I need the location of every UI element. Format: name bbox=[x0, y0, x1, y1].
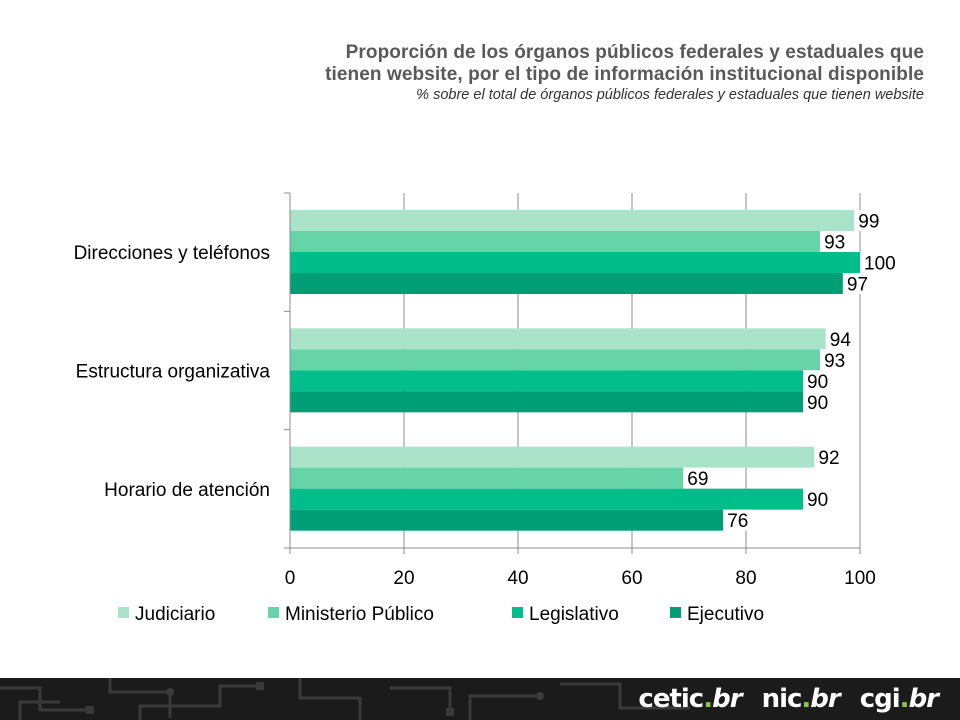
legend-swatch bbox=[268, 607, 279, 618]
legend-label: Legislativo bbox=[529, 604, 619, 625]
data-label: 90 bbox=[807, 490, 828, 511]
data-label-background bbox=[683, 467, 713, 489]
data-label-background bbox=[842, 273, 873, 294]
bar bbox=[290, 231, 821, 252]
bar bbox=[290, 446, 815, 468]
data-label-background bbox=[860, 252, 900, 273]
data-label-background bbox=[723, 509, 753, 531]
legend-swatch bbox=[670, 607, 681, 618]
data-label-background bbox=[820, 349, 850, 371]
data-label-background bbox=[854, 210, 884, 231]
x-tick-label: 0 bbox=[285, 568, 296, 589]
x-tick-label: 40 bbox=[507, 568, 528, 589]
data-label: 94 bbox=[830, 330, 852, 351]
data-label-background bbox=[820, 231, 850, 252]
data-label-background bbox=[803, 488, 833, 510]
chart-subtitle: % sobre el total de órganos públicos fed… bbox=[416, 87, 924, 103]
data-label-background bbox=[803, 391, 833, 413]
bar bbox=[290, 210, 855, 231]
legend-swatch bbox=[118, 607, 129, 618]
bar bbox=[290, 252, 860, 273]
data-label: 92 bbox=[818, 448, 839, 469]
chart-title-block: Proporción de los órganos públicos feder… bbox=[24, 42, 924, 104]
category-label: Estructura organizativa bbox=[76, 362, 271, 383]
bar bbox=[290, 273, 843, 294]
x-tick-label: 80 bbox=[735, 568, 756, 589]
bar bbox=[290, 391, 803, 413]
data-label: 97 bbox=[847, 275, 868, 296]
x-tick-label: 60 bbox=[621, 568, 642, 589]
nic-logo: nic.br bbox=[761, 684, 841, 714]
bar bbox=[290, 509, 724, 531]
data-label: 99 bbox=[858, 212, 879, 233]
legend-label: Judiciario bbox=[135, 604, 215, 625]
data-label-background bbox=[825, 328, 855, 350]
data-label: 69 bbox=[687, 469, 708, 490]
cgi-logo: cgi.br bbox=[859, 684, 939, 714]
footer-logos: cetic.br nic.br cgi.br bbox=[638, 682, 939, 716]
bar bbox=[290, 488, 803, 510]
chart-title-line-1: Proporción de los órganos públicos feder… bbox=[345, 42, 924, 63]
legend-swatch bbox=[512, 607, 523, 618]
data-label: 76 bbox=[727, 511, 748, 532]
data-label: 100 bbox=[864, 254, 896, 275]
data-label: 90 bbox=[807, 372, 828, 393]
legend-label: Ministerio Público bbox=[285, 604, 434, 625]
circuit-pattern-icon bbox=[0, 678, 690, 720]
x-tick-label: 20 bbox=[393, 568, 414, 589]
bar bbox=[290, 328, 826, 350]
data-label: 93 bbox=[824, 233, 845, 254]
legend-label: Ejecutivo bbox=[687, 604, 764, 625]
bar bbox=[290, 467, 684, 489]
chart-title-line-2: tienen website, por el tipo de informaci… bbox=[325, 64, 924, 85]
data-label-background bbox=[803, 370, 833, 392]
category-label: Horario de atención bbox=[104, 480, 270, 501]
bar bbox=[290, 349, 821, 371]
category-label: Direcciones y teléfonos bbox=[74, 243, 270, 264]
data-label-background bbox=[814, 446, 844, 468]
cetic-logo: cetic.br bbox=[638, 684, 742, 714]
footer-bar: cetic.br nic.br cgi.br bbox=[0, 678, 960, 720]
data-label: 93 bbox=[824, 351, 845, 372]
bar bbox=[290, 370, 803, 392]
data-label: 90 bbox=[807, 393, 828, 414]
x-tick-label: 100 bbox=[844, 568, 876, 589]
